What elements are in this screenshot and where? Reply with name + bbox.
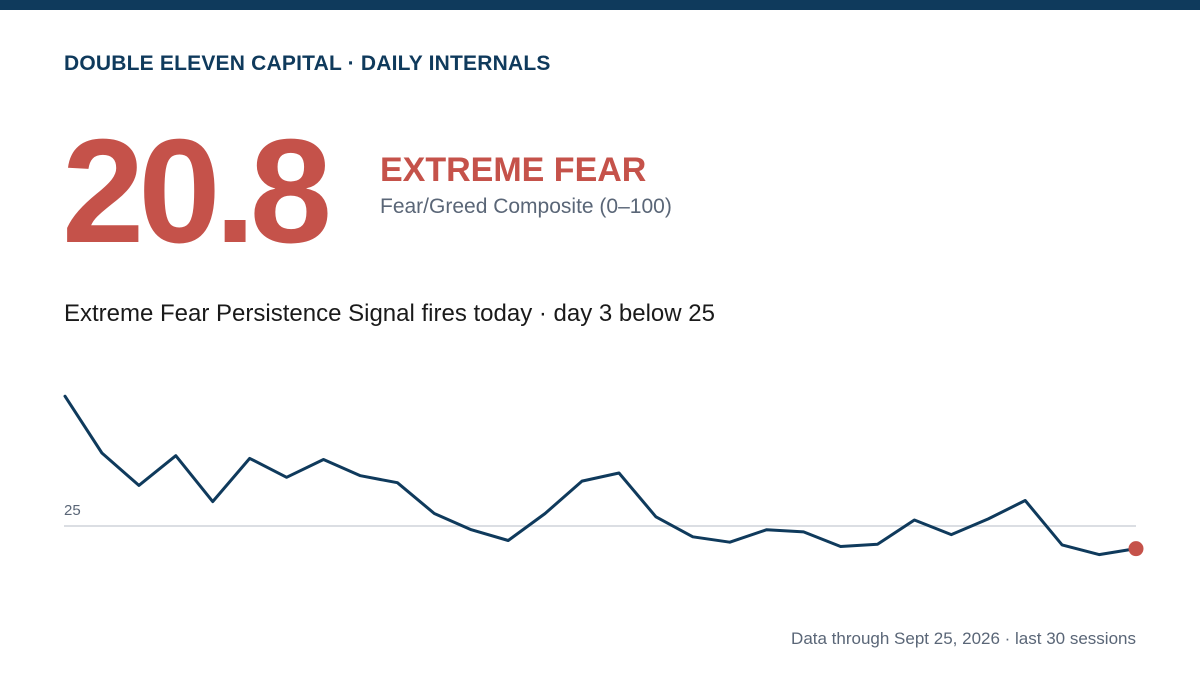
series-point bbox=[875, 542, 879, 546]
series-point bbox=[654, 515, 658, 519]
series-point bbox=[506, 539, 510, 543]
series-point bbox=[691, 535, 695, 539]
series-point bbox=[1023, 499, 1027, 503]
series-point bbox=[986, 517, 990, 521]
series-points bbox=[63, 394, 1144, 557]
series-point bbox=[211, 500, 215, 504]
series-point bbox=[1060, 543, 1064, 547]
series-point bbox=[432, 512, 436, 516]
series-point bbox=[912, 518, 916, 522]
series-point bbox=[248, 456, 252, 460]
series-point bbox=[543, 512, 547, 516]
data-footnote: Data through Sept 25, 2026 · last 30 ses… bbox=[791, 629, 1136, 648]
series-point bbox=[728, 540, 732, 544]
series-point bbox=[285, 475, 289, 479]
series-point bbox=[949, 533, 953, 537]
series-point bbox=[765, 528, 769, 532]
series-point bbox=[137, 483, 141, 487]
series-point bbox=[839, 544, 843, 548]
series-point bbox=[358, 474, 362, 478]
top-accent-bar bbox=[0, 0, 1200, 10]
series-point bbox=[322, 457, 326, 461]
latest-point bbox=[1128, 541, 1144, 557]
series-point bbox=[395, 481, 399, 485]
series-point bbox=[802, 530, 806, 534]
series-point bbox=[100, 451, 104, 455]
series-point bbox=[63, 394, 67, 398]
sentiment-status: EXTREME FEAR bbox=[380, 151, 647, 189]
page-title: DOUBLE ELEVEN CAPITAL · DAILY INTERNALS bbox=[64, 52, 551, 75]
series-point bbox=[580, 479, 584, 483]
composite-value: 20.8 bbox=[62, 109, 332, 274]
signal-message: Extreme Fear Persistence Signal fires to… bbox=[64, 300, 715, 327]
threshold-label: 25 bbox=[64, 502, 81, 519]
series-point bbox=[617, 471, 621, 475]
series-point bbox=[174, 454, 178, 458]
series-point bbox=[1097, 553, 1101, 557]
series-line bbox=[63, 394, 1138, 557]
series-point bbox=[469, 528, 473, 532]
composite-subtitle: Fear/Greed Composite (0–100) bbox=[380, 195, 672, 218]
